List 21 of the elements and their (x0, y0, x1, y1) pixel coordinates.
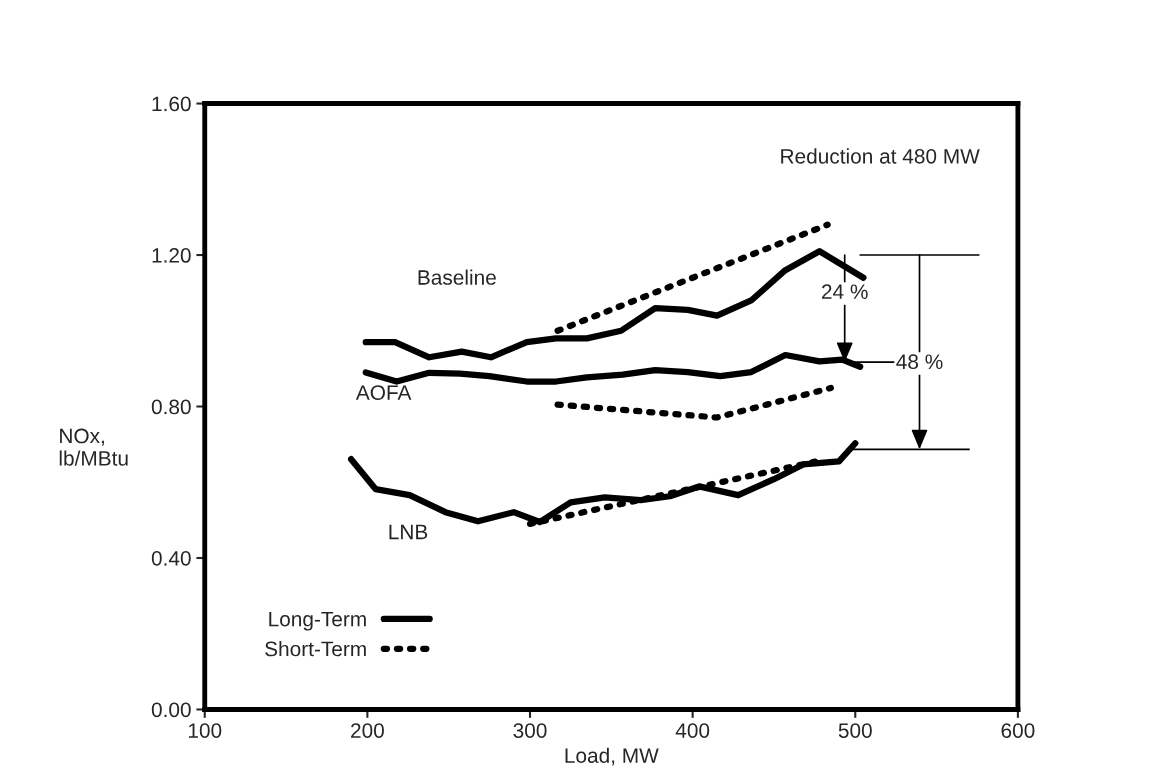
annotation: LNB (389, 524, 428, 540)
x-tick-label: 600 (1001, 723, 1035, 738)
x-tick-label: 200 (351, 723, 384, 738)
x-tick-label: 300 (513, 723, 547, 738)
annotation: 24 % (822, 284, 868, 299)
y-axis-title: NOx, lb/MBtu (59, 428, 128, 466)
x-tick-label: 500 (838, 723, 872, 738)
y-tick-label: 1.20 (152, 248, 191, 263)
x-axis-title: Load, MW (565, 747, 659, 766)
annotation: AOFA (355, 385, 412, 400)
x-tick-label: 100 (188, 723, 222, 738)
y-tick-label: 0.80 (151, 399, 191, 415)
annotation: 48 % (896, 354, 943, 370)
x-tick-label: 400 (675, 723, 710, 738)
annotation: Reduction at 480 MW (781, 148, 980, 164)
annotation: Baseline (418, 269, 496, 285)
legend-label: Short-Term (265, 641, 366, 657)
y-tick-label: 1.60 (152, 96, 191, 112)
y-tick-label: 0.00 (151, 702, 191, 718)
legend-label: Long-Term (269, 611, 366, 631)
y-tick-label: 0.40 (151, 550, 191, 566)
